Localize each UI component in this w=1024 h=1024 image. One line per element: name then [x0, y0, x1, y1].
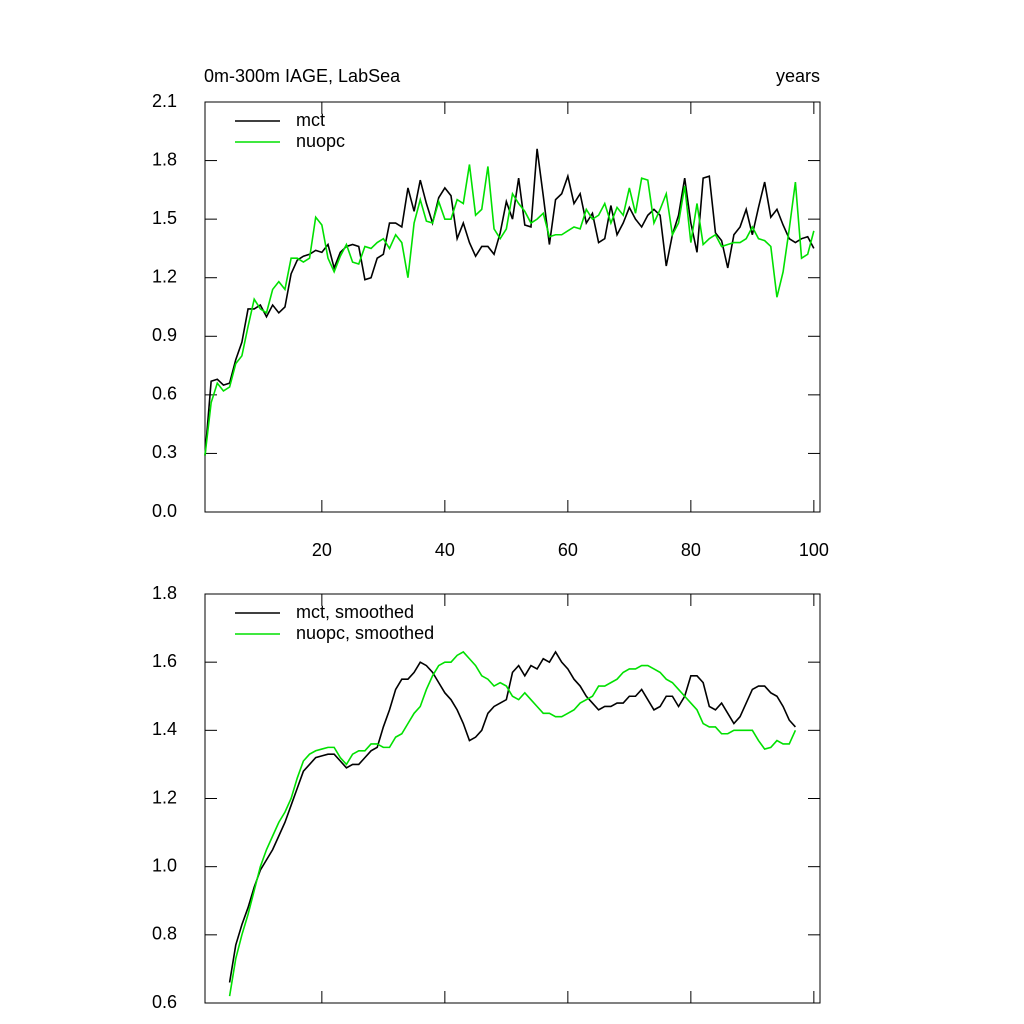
y-tick-label: 1.2	[152, 266, 177, 286]
x-tick-label: 20	[312, 540, 332, 560]
x-tick-label: 60	[558, 540, 578, 560]
y-tick-label: 1.2	[152, 787, 177, 807]
plot-frame	[204, 593, 821, 1004]
y-tick-label: 0.0	[152, 501, 177, 521]
legend-label: mct, smoothed	[296, 602, 414, 622]
series-line	[204, 164, 815, 456]
plot-frame	[204, 101, 821, 513]
y-tick-label: 1.4	[152, 719, 177, 739]
y-tick-label: 0.6	[152, 384, 177, 404]
y-tick-label: 2.1	[152, 91, 177, 111]
y-tick-label: 0.9	[152, 325, 177, 345]
y-tick-label: 1.0	[152, 855, 177, 875]
x-tick-label: 100	[799, 540, 829, 560]
legend-label: mct	[296, 110, 325, 130]
series-line	[204, 148, 815, 456]
y-tick-label: 1.8	[152, 583, 177, 603]
y-tick-label: 0.3	[152, 442, 177, 462]
x-tick-label: 80	[681, 540, 701, 560]
right-title: years	[776, 66, 820, 86]
y-tick-label: 0.8	[152, 924, 177, 944]
y-tick-label: 1.8	[152, 149, 177, 169]
chart-title: 0m-300m IAGE, LabSea	[204, 66, 401, 86]
y-tick-label: 0.6	[152, 992, 177, 1012]
series-line	[228, 650, 797, 997]
x-tick-label: 40	[435, 540, 455, 560]
y-tick-label: 1.5	[152, 208, 177, 228]
y-tick-label: 1.6	[152, 651, 177, 671]
legend-label: nuopc	[296, 131, 345, 151]
series-line	[228, 650, 796, 983]
legend-label: nuopc, smoothed	[296, 623, 434, 643]
